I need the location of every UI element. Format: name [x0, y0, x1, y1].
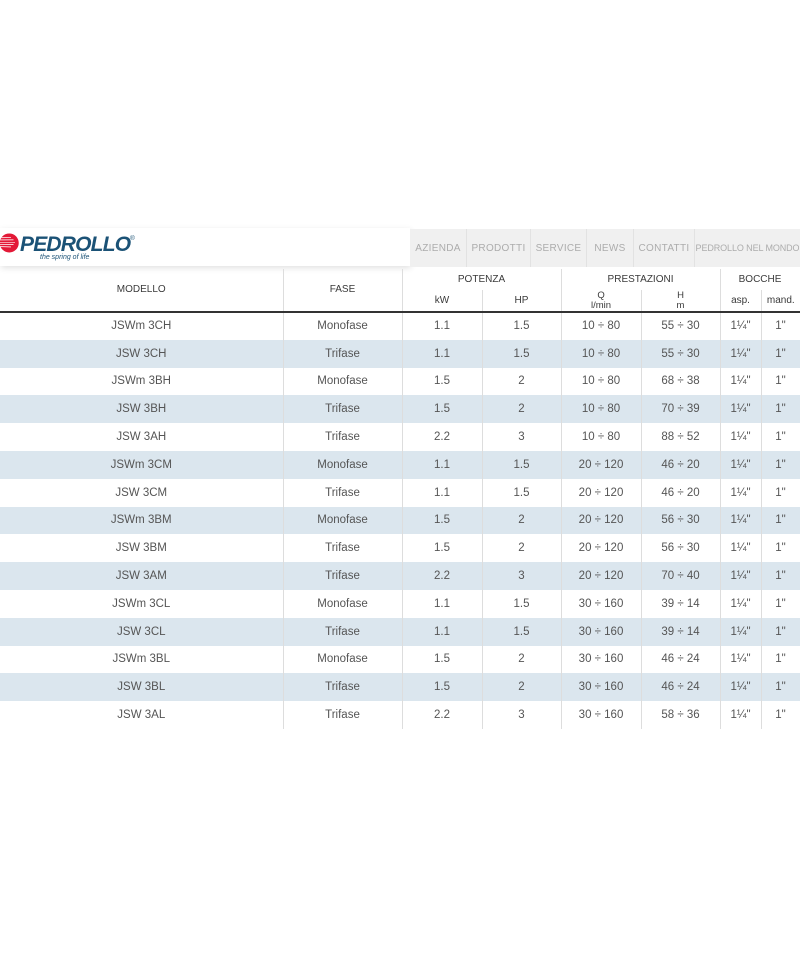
svg-text:®: ®: [130, 234, 135, 242]
svg-text:the spring of life: the spring of life: [40, 254, 90, 261]
svg-text:PEDROLLO: PEDROLLO: [20, 233, 131, 256]
